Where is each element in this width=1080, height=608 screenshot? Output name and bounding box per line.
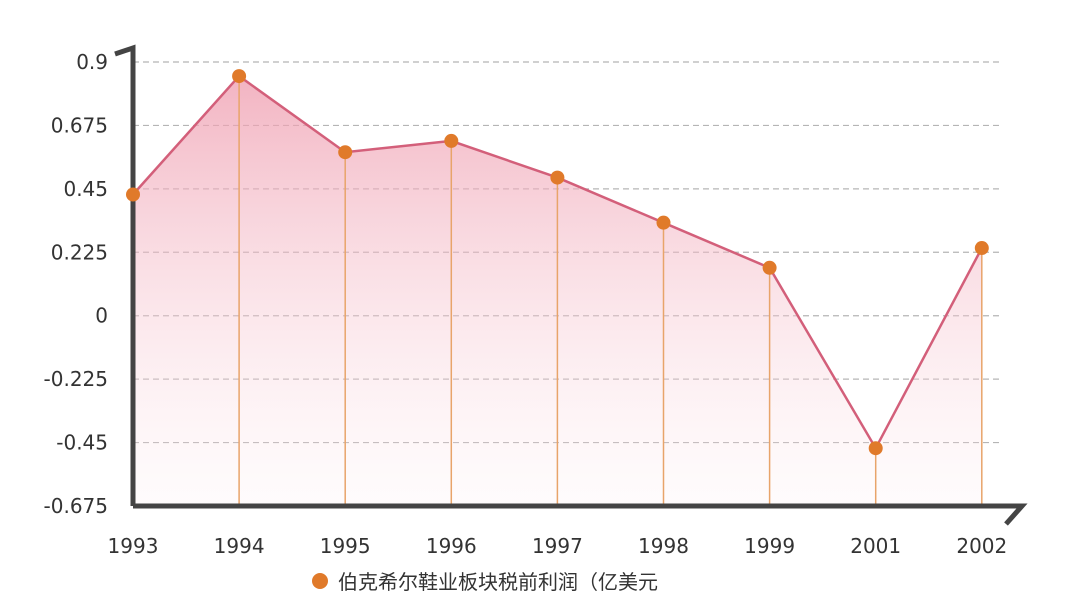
legend-label: 伯克希尔鞋业板块税前利润（亿美元 xyxy=(338,570,658,594)
y-tick-label: 0.225 xyxy=(51,240,108,264)
data-point xyxy=(868,441,883,456)
x-tick-label: 1997 xyxy=(532,534,583,558)
legend: 伯克希尔鞋业板块税前利润（亿美元 xyxy=(312,566,658,595)
legend-marker xyxy=(312,572,328,589)
x-tick-label: 2001 xyxy=(850,534,901,558)
x-tick-label: 1993 xyxy=(108,534,159,558)
y-tick-label: -0.675 xyxy=(44,494,108,518)
y-tick-label: 0 xyxy=(95,304,108,328)
axes xyxy=(114,44,1028,526)
x-tick-labels: 1993 1994 1995 1996 1997 1998 1999 2001 2002 xyxy=(108,534,1008,558)
data-point xyxy=(338,145,353,160)
data-points xyxy=(126,69,989,456)
data-point xyxy=(550,170,565,185)
x-tick-label: 2002 xyxy=(956,534,1007,558)
x-axis xyxy=(133,503,1028,526)
x-tick-label: 1999 xyxy=(744,534,795,558)
y-axis xyxy=(114,44,136,506)
data-point xyxy=(126,187,140,202)
data-point xyxy=(232,69,247,84)
x-tick-label: 1995 xyxy=(320,534,371,558)
data-point xyxy=(444,133,459,148)
y-tick-labels: 0.9 0.675 0.45 0.225 0 -0.225 -0.45 -0.675 xyxy=(44,50,108,518)
y-tick-label: 0.9 xyxy=(76,50,108,74)
y-tick-label: -0.45 xyxy=(56,431,108,455)
y-tick-label: 0.45 xyxy=(63,177,108,201)
x-tick-label: 1998 xyxy=(638,534,689,558)
x-tick-label: 1994 xyxy=(214,534,265,558)
y-tick-label: 0.675 xyxy=(51,113,108,137)
y-tick-label: -0.225 xyxy=(44,367,108,391)
data-point xyxy=(974,241,989,256)
data-point xyxy=(656,215,671,230)
data-point xyxy=(762,260,777,275)
x-tick-label: 1996 xyxy=(426,534,477,558)
